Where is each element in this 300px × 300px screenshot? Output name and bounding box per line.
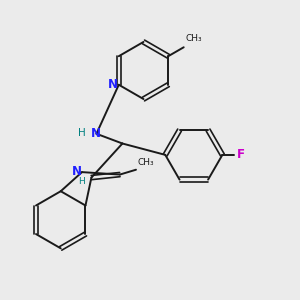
Text: H: H xyxy=(78,177,85,186)
Text: H: H xyxy=(78,128,86,138)
Text: N: N xyxy=(108,78,118,91)
Text: N: N xyxy=(72,165,82,178)
Text: CH₃: CH₃ xyxy=(185,34,202,43)
Text: CH₃: CH₃ xyxy=(137,158,154,167)
Text: F: F xyxy=(237,148,245,161)
Text: N: N xyxy=(91,127,101,140)
